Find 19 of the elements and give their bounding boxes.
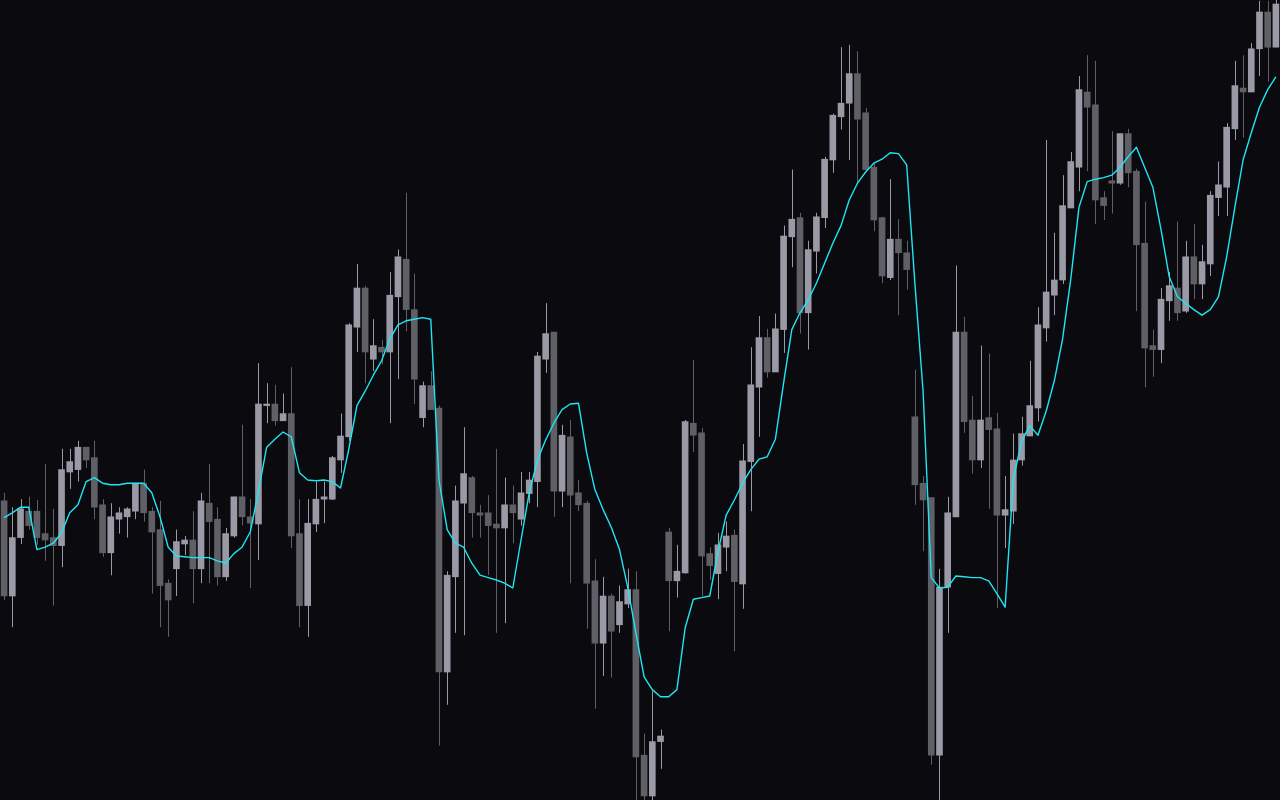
candlestick (501, 477, 508, 624)
candlestick (320, 481, 328, 524)
candlestick (1108, 130, 1116, 215)
candlestick (115, 506, 123, 535)
candlestick (1198, 244, 1206, 300)
candlestick (370, 318, 377, 372)
candlestick (1051, 232, 1058, 316)
candlestick (476, 504, 484, 539)
candlestick (378, 339, 385, 365)
candlestick (246, 498, 254, 589)
candlestick (985, 353, 993, 510)
candlestick (279, 393, 287, 422)
candlestick (164, 578, 172, 638)
candlestick (74, 440, 82, 483)
candlestick (509, 485, 517, 544)
candlestick (1001, 475, 1009, 549)
candlestick (722, 521, 730, 572)
candlestick (238, 424, 246, 527)
candlestick (1165, 271, 1173, 322)
